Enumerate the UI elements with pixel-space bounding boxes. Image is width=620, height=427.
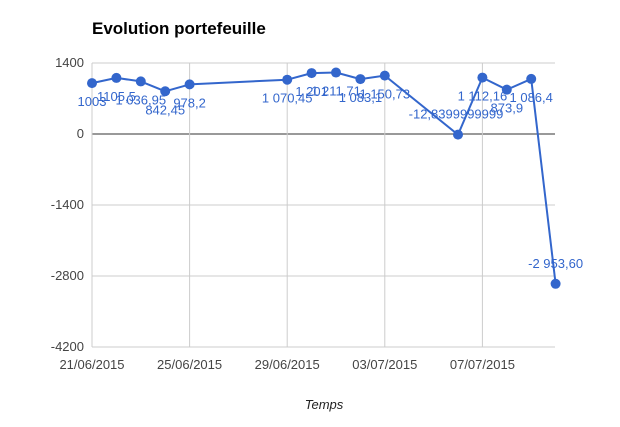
y-tick-label: -4200 [51, 339, 84, 354]
x-tick-label: 21/06/2015 [59, 357, 124, 372]
x-tick-label: 29/06/2015 [255, 357, 320, 372]
series-layer [87, 67, 561, 289]
data-point[interactable] [501, 84, 512, 95]
data-label: 1105,5 [97, 89, 136, 104]
grid-lines [91, 62, 555, 348]
data-point[interactable] [379, 70, 390, 81]
data-point[interactable] [282, 74, 293, 85]
y-tick-label: 0 [77, 126, 84, 141]
data-point[interactable] [135, 76, 146, 87]
data-label: 1003 [78, 94, 107, 109]
data-point[interactable] [87, 78, 97, 89]
data-label: 1 211,71 [311, 84, 361, 99]
data-label: 978,2 [173, 95, 206, 110]
data-label: -12,8399999999 [409, 107, 504, 122]
x-tick-label: 03/07/2015 [352, 357, 417, 372]
data-label: -2 953,60 [528, 256, 583, 271]
x-tick-label: 07/07/2015 [450, 357, 515, 372]
data-point[interactable] [550, 278, 561, 289]
y-tick-label: -2800 [51, 268, 84, 283]
data-point[interactable] [331, 67, 341, 78]
data-label: 1 036,95 [115, 92, 166, 107]
data-label: 842,45 [145, 102, 185, 117]
x-tick-label: 25/06/2015 [157, 357, 222, 372]
y-tick-label: 1400 [55, 55, 84, 70]
data-label: 1 070,45 [262, 91, 313, 106]
data-point[interactable] [306, 68, 317, 79]
data-point[interactable] [453, 129, 463, 140]
data-point[interactable] [184, 79, 195, 90]
data-label: 1 086,4 [510, 90, 553, 105]
data-point[interactable] [355, 74, 366, 85]
data-label: 873,9 [491, 101, 524, 116]
x-axis-title: Temps [305, 397, 344, 412]
data-point[interactable] [160, 86, 171, 97]
data-label: 1 150,73 [359, 87, 410, 102]
data-point[interactable] [526, 73, 537, 84]
data-point[interactable] [477, 72, 488, 83]
data-point[interactable] [111, 72, 122, 83]
chart-title: Evolution portefeuille [92, 19, 266, 38]
x-axis-ticks: 21/06/2015 25/06/2015 29/06/2015 03/07/2015… [59, 357, 514, 372]
data-label: 1 201 [295, 84, 328, 99]
y-tick-label: -1400 [51, 197, 84, 212]
y-axis-ticks: 1400 0 -1400 -2800 -4200 [51, 55, 84, 354]
data-label: 1 112,16 [458, 89, 508, 104]
data-label: 1 083,1 [339, 90, 382, 105]
